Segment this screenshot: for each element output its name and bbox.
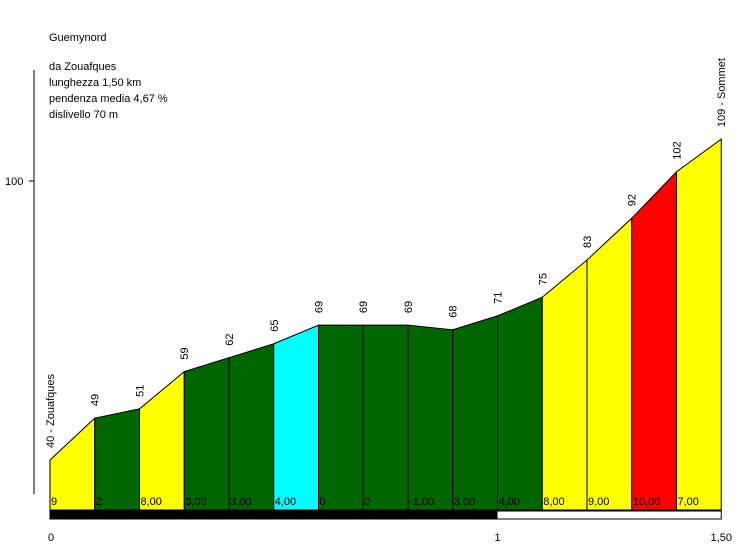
- altitude-label: 51: [135, 385, 147, 397]
- altitude-label: 69: [314, 301, 326, 313]
- altitude-label: 92: [627, 194, 639, 206]
- profile-segment: [452, 315, 498, 511]
- x-tick-label: 1: [494, 532, 500, 544]
- altitude-label: 71: [493, 292, 505, 304]
- profile-segment: [407, 324, 454, 511]
- x-tick-label: 1,50: [711, 532, 732, 544]
- segment-gradient-label: 3,00: [230, 496, 251, 508]
- segment-gradient-label: 9,00: [588, 496, 609, 508]
- altitude-label: 75: [537, 273, 549, 285]
- profile-segment: [318, 324, 364, 511]
- climb-length: lunghezza 1,50 km: [49, 77, 142, 89]
- average-gradient: pendenza media 4,67 %: [49, 93, 168, 105]
- segment-gradient-label: -1,00: [409, 496, 434, 508]
- profile-segment: [273, 324, 319, 511]
- profile-segment: [228, 343, 275, 511]
- segment-gradient-label: 9: [51, 496, 57, 508]
- segment-gradient-label: 0: [320, 496, 326, 508]
- elevation-gain: dislivello 70 m: [49, 109, 119, 121]
- segment-gradient-label: 3,00: [454, 496, 475, 508]
- segment-gradient-label: 4,00: [275, 496, 296, 508]
- altitude-label: 69: [358, 301, 370, 313]
- altitude-label: 40 - Zouafques: [45, 374, 57, 448]
- profile-segment: [94, 408, 140, 511]
- y-tick-label: 100: [5, 176, 23, 188]
- segment-gradient-label: 4,00: [499, 496, 520, 508]
- profile-segment: [183, 357, 230, 511]
- altitude-label: 59: [179, 347, 191, 359]
- profile-segment: [631, 170, 677, 511]
- altitude-label: 49: [90, 394, 102, 406]
- profile-segment: [497, 296, 543, 511]
- segment-gradient-label: 8,00: [543, 496, 564, 508]
- climb-name: Guemynord: [49, 32, 107, 44]
- altitude-label: 83: [582, 236, 594, 248]
- altitude-label: 102: [672, 141, 684, 159]
- altitude-label: 65: [269, 320, 281, 332]
- x-tick-label: 0: [48, 532, 54, 544]
- altitude-label: 68: [448, 306, 460, 318]
- profile-segment: [586, 217, 633, 511]
- segment-gradient-label: 0: [364, 496, 370, 508]
- segment-gradient-label: 10,00: [633, 496, 661, 508]
- segment-gradient-label: 2: [96, 496, 102, 508]
- altitude-label: 62: [224, 333, 236, 345]
- distance-scale-km-block: [50, 511, 498, 519]
- altitude-label: 109 - Sommet: [716, 58, 728, 127]
- profile-segment: [541, 258, 588, 511]
- altitude-label: 69: [403, 301, 415, 313]
- segment-gradient-label: 8,00: [141, 496, 162, 508]
- segment-gradient-label: 7,00: [678, 496, 699, 508]
- profile-segment: [676, 138, 722, 511]
- start-point: da Zouafques: [49, 61, 117, 73]
- profile-segment: [362, 324, 409, 511]
- segment-gradient-label: 3,00: [185, 496, 206, 508]
